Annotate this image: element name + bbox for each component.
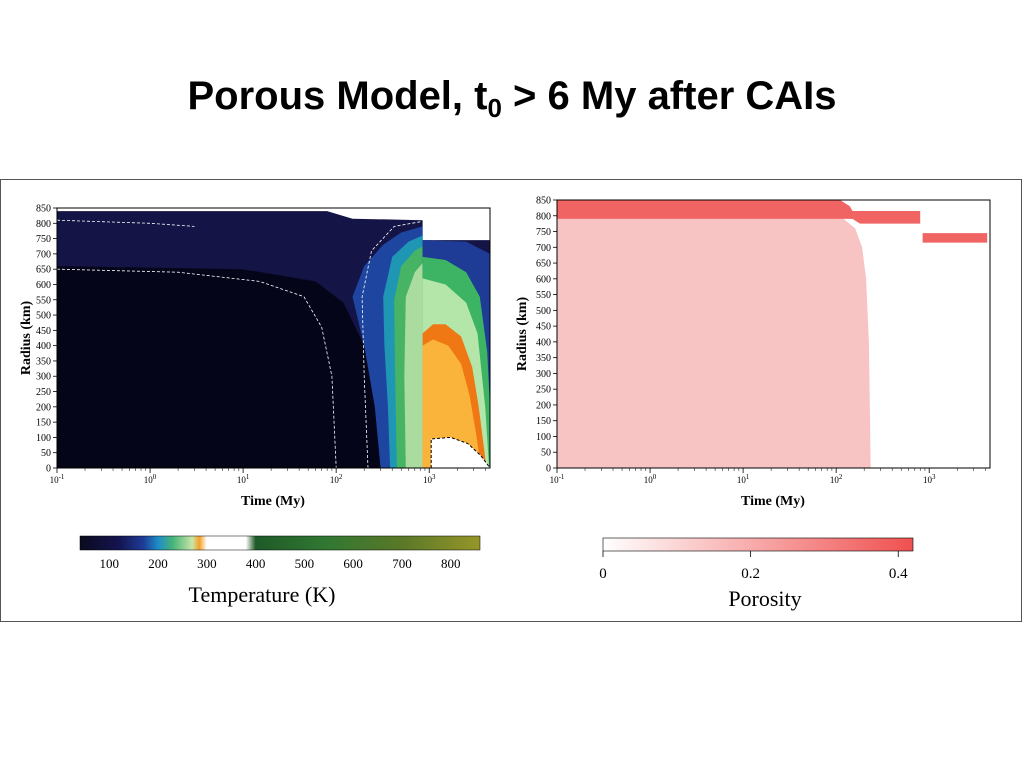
- por-y-tick-label: 450: [536, 322, 551, 333]
- temp-y-tick-label: 250: [36, 387, 51, 398]
- temp-x-axis-label: Time (My): [241, 494, 305, 509]
- temp-contour-line: [57, 268, 337, 468]
- temp-colorbar-tick-label: 500: [295, 556, 315, 571]
- por-porous-crust: [846, 211, 921, 224]
- por-x-axis: 10-1 100 101 102 103: [550, 468, 986, 485]
- por-x-tick-label: 101: [737, 473, 750, 485]
- porosity-field: [557, 200, 990, 468]
- temp-central-white-core: [430, 436, 490, 468]
- temp-y-tick-label: 650: [36, 265, 51, 276]
- por-y-tick-label: 50: [541, 448, 551, 459]
- por-x-axis-label: Time (My): [741, 494, 805, 509]
- por-y-tick-label: 650: [536, 259, 551, 270]
- por-colorbar-gradient: [602, 537, 914, 552]
- por-y-tick-label: 150: [536, 416, 551, 427]
- por-colorbar-tick-label: 0: [599, 566, 607, 582]
- temp-y-tick-label: 200: [36, 402, 51, 413]
- por-y-tick-label: 850: [536, 196, 551, 207]
- temp-x-tick-label: 102: [330, 473, 343, 485]
- por-porous-crust-late: [922, 233, 988, 243]
- title-rest: > 6 My after CAIs: [501, 74, 837, 118]
- temp-y-axis-label: Radius (km): [19, 301, 34, 376]
- temp-y-axis: 0 50 100 150 200 250 300 350 400 450 500 550 600 650 7…: [36, 204, 57, 475]
- por-y-tick-label: 550: [536, 290, 551, 301]
- por-y-tick-label: 400: [536, 337, 551, 348]
- temp-colorbar-tick-label: 700: [392, 556, 412, 571]
- temp-x-tick-label: 10-1: [50, 473, 65, 485]
- por-y-tick-label: 100: [536, 432, 551, 443]
- title-subscript: 0: [487, 93, 502, 123]
- por-x-tick-label: 100: [644, 473, 657, 485]
- porosity-plot: 0 50 100 150 200 250 300 350 400 450 500 550 600 650 7…: [515, 196, 991, 509]
- por-y-axis-label: Radius (km): [515, 297, 530, 372]
- porosity-colorbar: 0 0.2 0.4 Porosity: [599, 537, 914, 611]
- por-colorbar-ticks: 0 0.2 0.4: [599, 551, 908, 582]
- por-colorbar-tick-label: 0.2: [741, 566, 760, 582]
- por-x-tick-label: 10-1: [550, 473, 565, 485]
- por-y-tick-label: 350: [536, 353, 551, 364]
- temp-y-tick-label: 50: [41, 448, 51, 459]
- temp-colorbar-tick-label: 100: [100, 556, 120, 571]
- temp-y-tick-label: 750: [36, 234, 51, 245]
- por-porous-surface-layer: [557, 200, 856, 219]
- temp-colorbar-gradient: [79, 535, 481, 551]
- por-y-tick-label: 700: [536, 243, 551, 254]
- temp-y-tick-label: 550: [36, 295, 51, 306]
- temp-x-tick-label: 103: [423, 473, 436, 485]
- temperature-field: [57, 208, 490, 468]
- por-x-tick-label: 103: [923, 473, 936, 485]
- por-y-axis: 0 50 100 150 200 250 300 350 400 450 500 550 600 650 7…: [536, 196, 557, 475]
- temp-y-tick-label: 100: [36, 433, 51, 444]
- temp-colorbar-tick-label: 600: [343, 556, 363, 571]
- por-y-tick-label: 750: [536, 227, 551, 238]
- temp-y-tick-label: 600: [36, 280, 51, 291]
- temp-plot-border: [56, 207, 491, 469]
- por-porous-interior: [557, 218, 871, 468]
- por-y-tick-label: 500: [536, 306, 551, 317]
- temp-colorbar-ticks: 100 200 300 400 500 600 700 800: [100, 556, 461, 571]
- temp-contour-line-inner: [57, 219, 195, 227]
- temperature-plot: 0 50 100 150 200 250 300 350 400 450 500 550 600 650 7…: [19, 204, 491, 509]
- temp-y-tick-label: 0: [46, 464, 51, 475]
- por-y-tick-label: 200: [536, 400, 551, 411]
- temp-y-tick-label: 500: [36, 311, 51, 322]
- temp-x-tick-label: 100: [144, 473, 157, 485]
- temp-colorbar-tick-label: 200: [148, 556, 168, 571]
- title-main: Porous Model, t: [187, 74, 488, 118]
- temp-colorbar-label: Temperature (K): [189, 582, 336, 607]
- por-x-tick-label: 102: [830, 473, 843, 485]
- por-y-tick-label: 800: [536, 211, 551, 222]
- temp-colorbar-tick-label: 400: [246, 556, 266, 571]
- temp-y-tick-label: 800: [36, 219, 51, 230]
- temp-contour-line-front: [361, 221, 421, 468]
- temp-y-tick-label: 400: [36, 341, 51, 352]
- por-y-tick-label: 0: [546, 464, 551, 475]
- por-y-tick-label: 250: [536, 385, 551, 396]
- temp-y-tick-label: 300: [36, 372, 51, 383]
- por-y-tick-label: 300: [536, 369, 551, 380]
- temp-x-tick-label: 101: [237, 473, 250, 485]
- por-colorbar-tick-label: 0.4: [889, 566, 908, 582]
- temp-hot-core: [422, 339, 481, 468]
- temperature-colorbar: 100 200 300 400 500 600 700 800 Temperature (K): [79, 535, 481, 607]
- temp-warming-front-lightgreen: [404, 263, 423, 468]
- temp-colorbar-tick-label: 800: [441, 556, 461, 571]
- temp-y-tick-label: 150: [36, 418, 51, 429]
- temp-x-axis: 10-1 100 101 102 103: [50, 468, 486, 485]
- temp-y-tick-label: 700: [36, 249, 51, 260]
- temp-cold-interior: [57, 266, 381, 468]
- por-colorbar-label: Porosity: [728, 586, 801, 611]
- temp-y-tick-label: 850: [36, 204, 51, 215]
- por-plot-border: [556, 199, 991, 469]
- temp-colorbar-tick-label: 300: [197, 556, 217, 571]
- temp-y-tick-label: 350: [36, 356, 51, 367]
- temp-y-tick-label: 450: [36, 326, 51, 337]
- slide-title: Porous Model, t0 > 6 My after CAIs: [0, 74, 1024, 124]
- por-y-tick-label: 600: [536, 274, 551, 285]
